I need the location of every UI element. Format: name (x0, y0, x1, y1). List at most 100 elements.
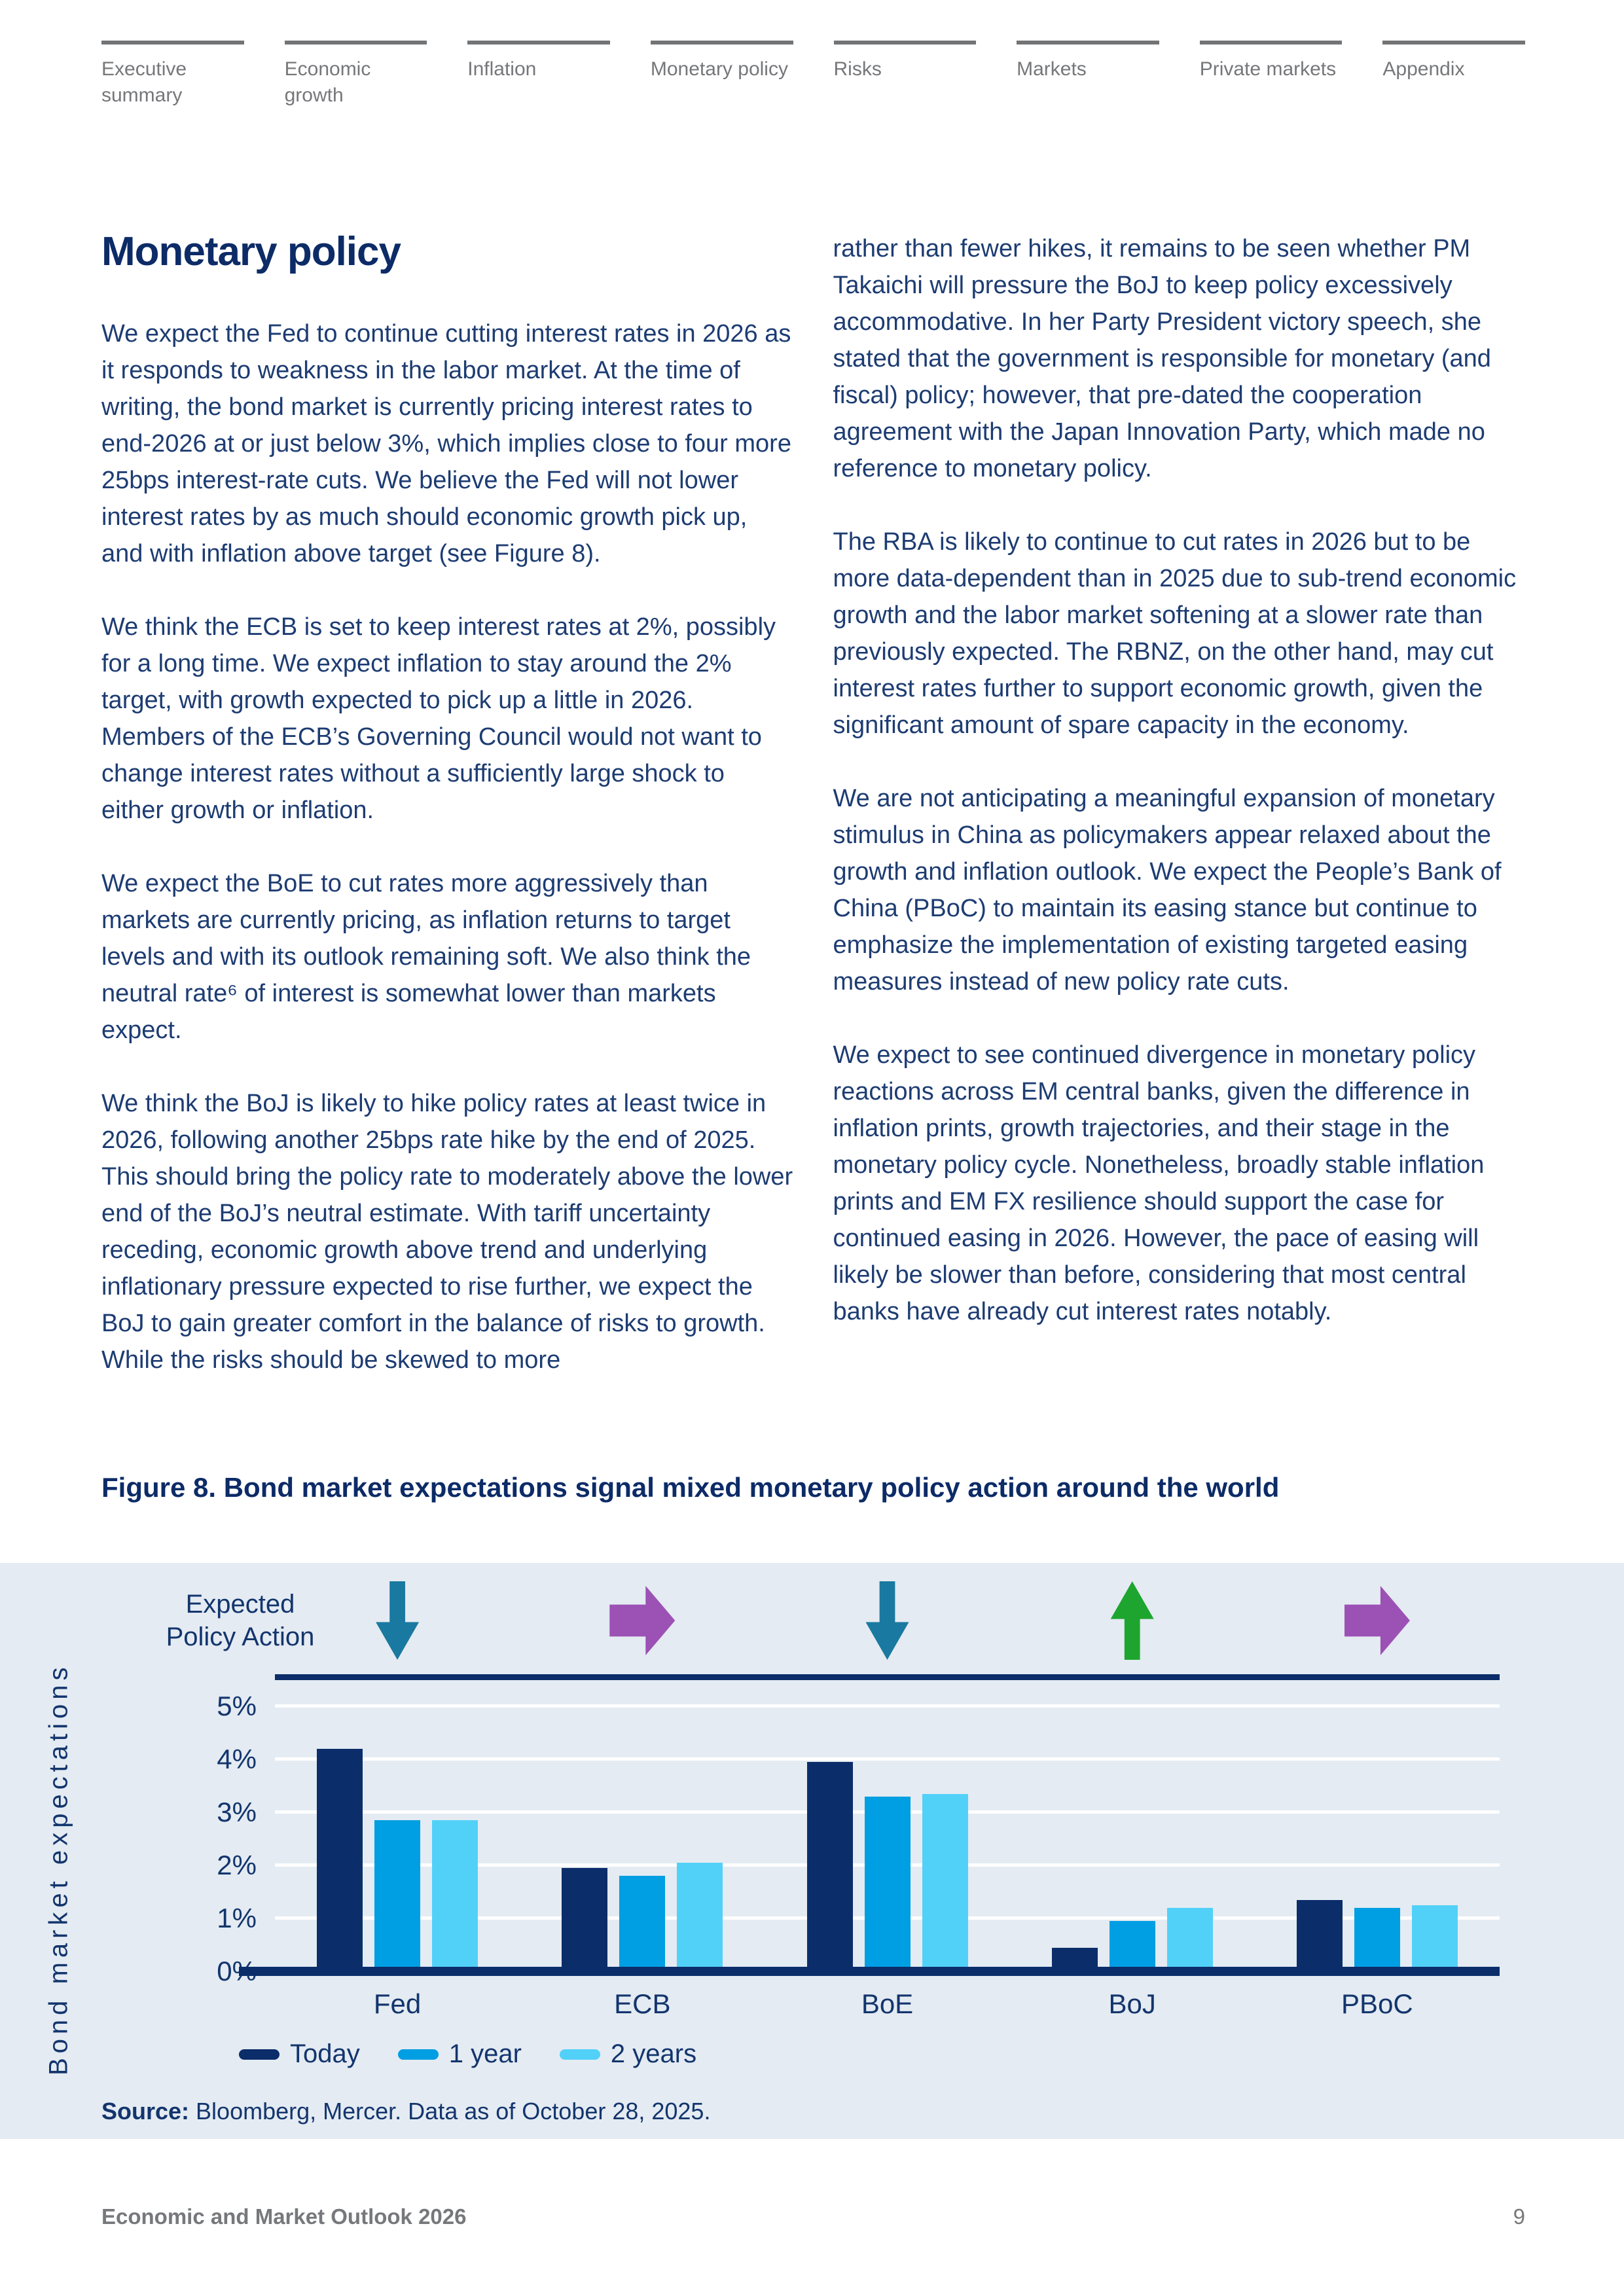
chart-body: Expected Policy Action 5% 4% 3% 2% 1% 0% Fed EC… (166, 1581, 1500, 2069)
category-label-boe: BoE (861, 1988, 914, 2019)
nav-item-monetary-policy[interactable]: Monetary policy (650, 41, 793, 109)
bar-boj-1-year (1109, 1921, 1155, 1971)
bar-pboc-1-year (1354, 1907, 1400, 1971)
left-column: Monetary policy We expect the Fed to con… (101, 230, 794, 1435)
bar-ecb-1-year (619, 1876, 666, 1971)
chart-gridline-4% (275, 1757, 1500, 1761)
category-label-ecb: ECB (614, 1988, 671, 2019)
body-paragraph: We expect the Fed to continue cutting in… (101, 320, 791, 567)
figure-title: Figure 8. Bond market expectations signa… (101, 1472, 1280, 1503)
y-axis-tick-4%: 4% (217, 1744, 257, 1774)
legend-item-Today: Today (239, 2039, 360, 2069)
body-paragraph: We expect to see continued divergence in… (833, 1041, 1485, 1325)
chart-gridline-5% (275, 1704, 1500, 1708)
legend-swatch-1-year (397, 2049, 439, 2060)
bar-ecb-Today (562, 1868, 608, 1971)
page-title: Monetary policy (101, 229, 401, 274)
page-footer: Economic and Market Outlook 2026 9 (101, 2204, 1525, 2229)
chart-y-axis-label: Bond market expectations (44, 1662, 73, 2076)
y-axis-tick-5%: 5% (217, 1691, 257, 1721)
legend-swatch-Today (239, 2049, 280, 2060)
legend-item-2-years: 2 years (559, 2039, 697, 2069)
bar-boe-2-years (922, 1793, 968, 1971)
body-paragraph: rather than fewer hikes, it remains to b… (833, 235, 1491, 482)
policy-arrow-cell-pboc (1255, 1581, 1500, 1660)
nav-item-appendix[interactable]: Appendix (1382, 41, 1525, 109)
source-label: Source: (101, 2098, 190, 2125)
expected-policy-action-line1: Expected (185, 1590, 295, 1619)
policy-arrow-cell-ecb (520, 1581, 765, 1660)
legend-label: 2 years (610, 2039, 697, 2068)
policy-arrow-cell-boe (765, 1581, 1009, 1660)
bar-pboc-Today (1296, 1899, 1343, 1971)
top-nav: Executive summary Economic growth Inflatio… (101, 41, 1525, 109)
chart-legend: Today 1 year 2 years (239, 2039, 1500, 2069)
footer-report-title: Economic and Market Outlook 2026 (101, 2204, 467, 2229)
y-axis-tick-3%: 3% (217, 1797, 257, 1827)
chart-zero-baseline (239, 1967, 1500, 1976)
up-arrow-icon-boj (1110, 1581, 1154, 1660)
legend-item-1-year: 1 year (397, 2039, 522, 2069)
legend-label: Today (290, 2039, 360, 2068)
expected-policy-action-label: Expected Policy Action (158, 1588, 322, 1653)
nav-item-label: Executive summary (101, 58, 187, 106)
bar-pboc-2-years (1411, 1905, 1458, 1971)
right-column: rather than fewer hikes, it remains to b… (833, 230, 1526, 1435)
bar-group-boj (1010, 1706, 1255, 1971)
nav-item-private-markets[interactable]: Private markets (1199, 41, 1343, 109)
bar-ecb-2-years (677, 1862, 723, 1971)
chart-category-axis: Fed ECB BoE BoJ PBoC (275, 1988, 1500, 2020)
nav-item-label: Private markets (1199, 58, 1337, 80)
nav-item-inflation[interactable]: Inflation (467, 41, 610, 109)
nav-item-label: Appendix (1382, 58, 1465, 80)
body-paragraph: We think the BoJ is likely to hike polic… (101, 1090, 793, 1374)
bar-group-ecb (520, 1706, 765, 1971)
article-body: Monetary policy We expect the Fed to con… (101, 230, 1525, 1435)
figure-source: Source: Bloomberg, Mercer. Data as of Oc… (101, 2098, 1624, 2125)
legend-swatch-2-years (559, 2049, 600, 2060)
chart-plot-area: 5% 4% 3% 2% 1% 0% (217, 1691, 1500, 1986)
bar-fed-Today (317, 1748, 363, 1971)
category-label-fed: Fed (373, 1988, 422, 2019)
bar-fed-2-years (432, 1820, 478, 1971)
nav-item-economic-growth[interactable]: Economic growth (284, 41, 427, 109)
nav-item-risks[interactable]: Risks (833, 41, 977, 109)
category-label-pboc: PBoC (1341, 1988, 1413, 2019)
bar-boe-1-year (864, 1796, 911, 1971)
nav-item-executive-summary[interactable]: Executive summary (101, 41, 244, 109)
body-paragraph: We expect the BoE to cut rates more aggr… (101, 870, 751, 1044)
right-arrow-icon-ecb (609, 1586, 676, 1655)
figure-chart-panel: Bond market expectations Expected Policy … (0, 1563, 1624, 2139)
expected-policy-action-line2: Policy Action (166, 1623, 315, 1651)
nav-item-label: Markets (1017, 58, 1087, 80)
source-text: Bloomberg, Mercer. Data as of October 28… (189, 2098, 711, 2125)
chart-header-rule (275, 1674, 1500, 1680)
body-paragraph: The RBA is likely to continue to cut rat… (833, 528, 1517, 739)
bar-group-pboc (1255, 1706, 1500, 1971)
nav-item-label: Economic growth (284, 58, 371, 106)
y-axis-tick-1%: 1% (217, 1903, 257, 1933)
bar-group-boe (765, 1706, 1009, 1971)
policy-arrow-cell-fed (275, 1581, 520, 1660)
policy-arrow-cell-boj (1010, 1581, 1255, 1660)
left-column-paragraphs: We expect the Fed to continue cutting in… (101, 315, 794, 1378)
body-paragraph: We are not anticipating a meaningful exp… (833, 785, 1502, 996)
chart-policy-action-row: Expected Policy Action (166, 1581, 1500, 1660)
category-label-boj: BoJ (1108, 1988, 1156, 2019)
bar-boj-2-years (1166, 1907, 1213, 1971)
footer-page-number: 9 (1513, 2204, 1525, 2229)
y-axis-tick-2%: 2% (217, 1850, 257, 1880)
right-arrow-icon-pboc (1344, 1586, 1410, 1655)
legend-label: 1 year (448, 2039, 522, 2068)
body-paragraph: We think the ECB is set to keep interest… (101, 613, 776, 824)
bar-fed-1-year (374, 1820, 421, 1971)
down-arrow-icon-fed (376, 1581, 420, 1660)
nav-item-markets[interactable]: Markets (1017, 41, 1159, 109)
nav-item-label: Inflation (467, 58, 537, 80)
nav-item-label: Monetary policy (650, 58, 788, 80)
chart-bar-groups (275, 1706, 1500, 1971)
down-arrow-icon-boe (865, 1581, 909, 1660)
bar-boe-Today (806, 1762, 853, 1971)
nav-item-label: Risks (833, 58, 882, 80)
bar-group-fed (275, 1706, 520, 1971)
